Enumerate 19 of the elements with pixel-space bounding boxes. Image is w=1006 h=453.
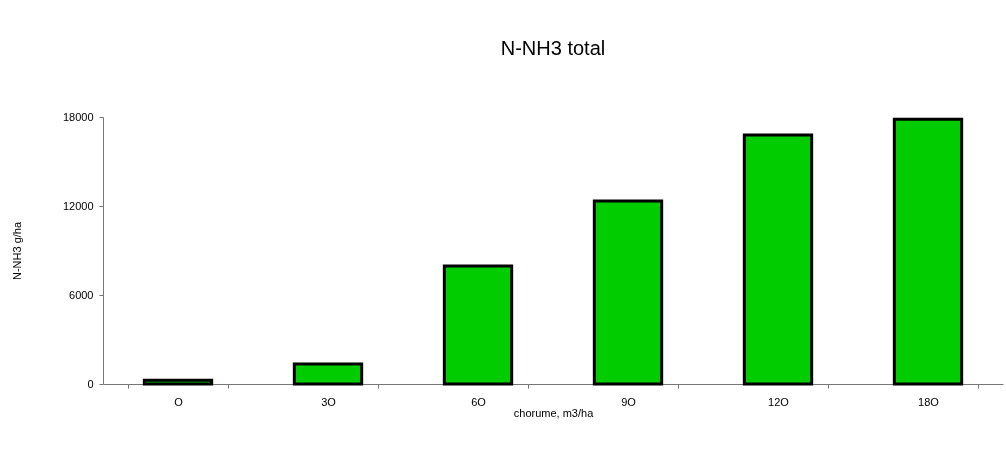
bar bbox=[742, 133, 814, 386]
bar bbox=[442, 264, 514, 386]
x-tick-label: 9O bbox=[621, 395, 637, 408]
y-axis-title: N-NH3 g/ha bbox=[10, 221, 23, 281]
y-tick-label: 6000 bbox=[69, 288, 94, 301]
x-tick-label: 3O bbox=[321, 395, 337, 408]
y-tick-label: 18000 bbox=[62, 110, 94, 123]
x-axis-title: chorume, m3/ha bbox=[513, 406, 595, 419]
bar bbox=[892, 117, 964, 386]
bar bbox=[292, 362, 364, 386]
y-tick-label: 12000 bbox=[62, 199, 94, 212]
x-tick-label: 12O bbox=[768, 395, 790, 408]
y-tick-label: 0 bbox=[87, 377, 94, 390]
x-tick-label: 6O bbox=[471, 395, 487, 408]
x-tick-label: O bbox=[174, 395, 184, 408]
bar bbox=[592, 199, 664, 386]
bar bbox=[142, 378, 214, 386]
chart-title: N-NH3 total bbox=[500, 37, 606, 59]
x-tick-label: 18O bbox=[918, 395, 940, 408]
